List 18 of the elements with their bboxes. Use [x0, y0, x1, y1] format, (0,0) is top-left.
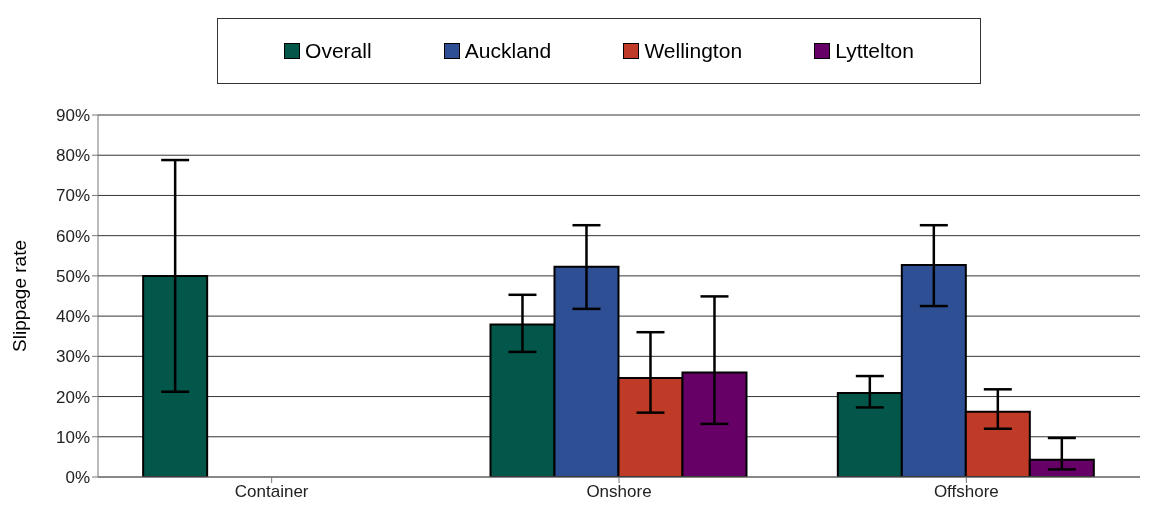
y-tick-label: 70%: [55, 186, 90, 206]
y-tick-label: 60%: [55, 226, 90, 246]
legend-label: Overall: [305, 39, 372, 63]
y-tick-label: 40%: [55, 307, 90, 327]
y-tick-label: 20%: [55, 387, 90, 407]
legend-label: Auckland: [464, 39, 552, 63]
y-tick-label: 80%: [55, 146, 90, 166]
y-tick-label: 90%: [55, 106, 90, 126]
legend-label: Wellington: [644, 39, 743, 63]
y-axis-title: Slippage rate: [9, 240, 30, 352]
legend-label: Lyttelton: [835, 39, 914, 63]
x-tick-label: Onshore: [586, 482, 652, 502]
x-tick-label: Container: [234, 482, 309, 502]
x-tick-label: Offshore: [933, 482, 999, 502]
y-tick-label: 50%: [55, 266, 90, 286]
y-tick-label: 30%: [55, 347, 90, 367]
y-tick-label: 10%: [55, 427, 90, 447]
y-tick-label: 0%: [65, 468, 90, 488]
